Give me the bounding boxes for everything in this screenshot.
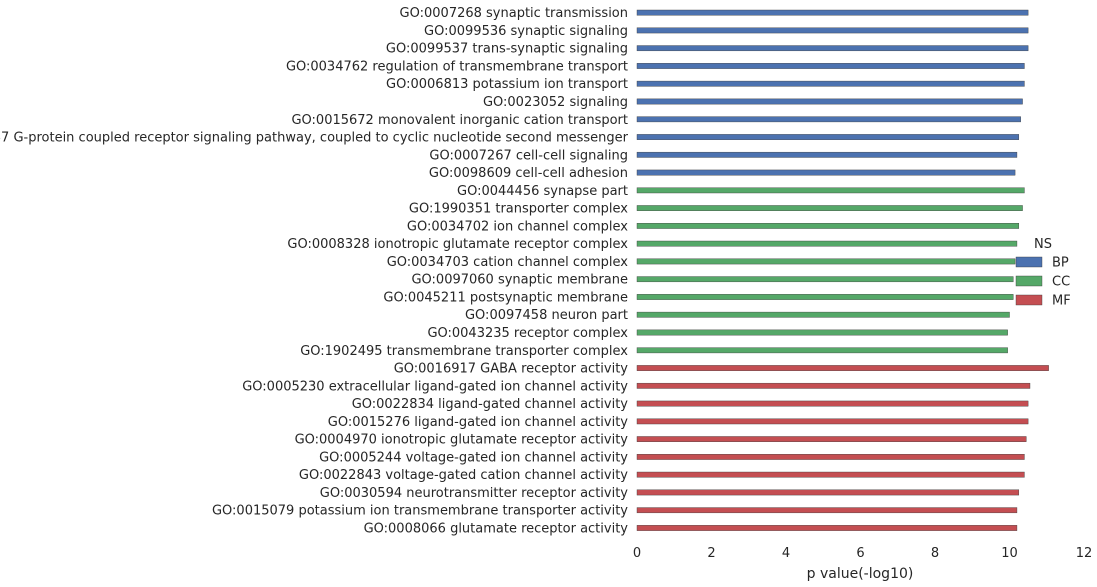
category-label: GO:0099536 synaptic signaling bbox=[424, 24, 628, 39]
x-tick-label: 0 bbox=[633, 546, 641, 561]
bar bbox=[636, 27, 1029, 34]
x-axis-ticks: 0 2 4 6 8 10 12 bbox=[633, 546, 1092, 561]
category-label: GO:0005230 extracellular ligand-gated io… bbox=[242, 379, 628, 394]
legend-title: NS bbox=[1034, 237, 1052, 252]
bar bbox=[636, 169, 1016, 176]
x-tick-label: 2 bbox=[707, 546, 715, 561]
category-label: GO:0007268 synaptic transmission bbox=[400, 6, 628, 21]
bar bbox=[636, 311, 1010, 318]
category-label: GO:0022843 voltage-gated cation channel … bbox=[299, 468, 628, 483]
category-label: GO:0099537 trans-synaptic signaling bbox=[386, 42, 628, 57]
x-tick-label: 6 bbox=[856, 546, 864, 561]
bar bbox=[636, 240, 1018, 247]
category-label: GO:0045211 postsynaptic membrane bbox=[383, 290, 628, 305]
bar bbox=[636, 436, 1027, 442]
bar bbox=[636, 418, 1029, 425]
legend-swatch bbox=[1015, 256, 1043, 268]
category-label: GO:0034762 regulation of transmembrane t… bbox=[286, 59, 628, 74]
bar bbox=[636, 98, 1023, 105]
bar bbox=[636, 187, 1025, 194]
bar bbox=[636, 223, 1020, 229]
legend-label: CC bbox=[1052, 275, 1070, 290]
bar bbox=[636, 489, 1020, 496]
bar bbox=[636, 347, 1008, 354]
category-label: GO:0023052 signaling bbox=[483, 95, 628, 110]
bar bbox=[636, 205, 1023, 211]
legend-label: BP bbox=[1052, 256, 1069, 271]
category-label: GO:0044456 synapse part bbox=[457, 184, 628, 199]
category-label: GO:0007187 G-protein coupled receptor si… bbox=[0, 131, 629, 146]
bar bbox=[636, 151, 1018, 158]
category-label: GO:0043235 receptor complex bbox=[427, 326, 628, 341]
category-label: GO:0007267 cell-cell signaling bbox=[429, 148, 628, 163]
category-label: GO:0004970 ionotropic glutamate receptor… bbox=[295, 433, 629, 448]
bar bbox=[636, 454, 1025, 460]
bar bbox=[636, 45, 1029, 52]
x-tick-label: 8 bbox=[931, 546, 939, 561]
bar bbox=[636, 63, 1025, 69]
category-label: GO:0015276 ligand-gated ion channel acti… bbox=[328, 415, 629, 430]
category-label: GO:0030594 neurotransmitter receptor act… bbox=[320, 486, 629, 501]
category-label: GO:0016917 GABA receptor activity bbox=[394, 362, 629, 377]
bar bbox=[636, 258, 1016, 265]
category-label: GO:0097458 neuron part bbox=[465, 308, 628, 323]
category-label: GO:1990351 transporter complex bbox=[409, 202, 628, 217]
category-label: GO:0015672 monovalent inorganic cation t… bbox=[291, 113, 628, 128]
category-label: GO:0097060 synaptic membrane bbox=[411, 273, 628, 288]
bar bbox=[636, 329, 1008, 336]
category-label: GO:0008328 ionotropic glutamate receptor… bbox=[287, 237, 628, 252]
x-tick-label: 4 bbox=[782, 546, 790, 561]
bar bbox=[636, 382, 1031, 389]
bar bbox=[636, 400, 1029, 407]
bar bbox=[636, 471, 1025, 478]
bar bbox=[636, 134, 1020, 140]
bars-layer bbox=[636, 9, 1049, 531]
x-tick-label: 10 bbox=[1001, 546, 1018, 561]
bar bbox=[636, 365, 1049, 371]
category-label: GO:0008066 glutamate receptor activity bbox=[364, 521, 629, 536]
legend: NS BP CC MF bbox=[1015, 237, 1071, 309]
x-tick-label: 12 bbox=[1076, 546, 1093, 561]
legend-label: MF bbox=[1052, 294, 1071, 309]
category-label: GO:1902495 transmembrane transporter com… bbox=[300, 344, 628, 359]
bar bbox=[636, 9, 1029, 16]
category-label: GO:0015079 potassium ion transmembrane t… bbox=[212, 504, 628, 519]
bar bbox=[636, 116, 1021, 123]
category-label: GO:0098609 cell-cell adhesion bbox=[429, 166, 628, 181]
category-label: GO:0006813 potassium ion transport bbox=[386, 77, 628, 92]
category-label: GO:0005244 voltage-gated ion channel act… bbox=[319, 450, 628, 465]
legend-swatch bbox=[1015, 294, 1043, 306]
x-axis-label: p value(-log10) bbox=[807, 566, 914, 582]
legend-swatch bbox=[1015, 275, 1043, 287]
bar bbox=[636, 294, 1014, 300]
bar bbox=[636, 276, 1014, 283]
category-label: GO:0034702 ion channel complex bbox=[407, 219, 628, 234]
bar bbox=[636, 525, 1018, 531]
bar bbox=[636, 507, 1018, 514]
category-label: GO:0034703 cation channel complex bbox=[387, 255, 629, 270]
category-label: GO:0022834 ligand-gated channel activity bbox=[352, 397, 629, 412]
bar bbox=[636, 80, 1025, 87]
category-labels: GO:0007268 synaptic transmission GO:00995… bbox=[0, 6, 629, 536]
